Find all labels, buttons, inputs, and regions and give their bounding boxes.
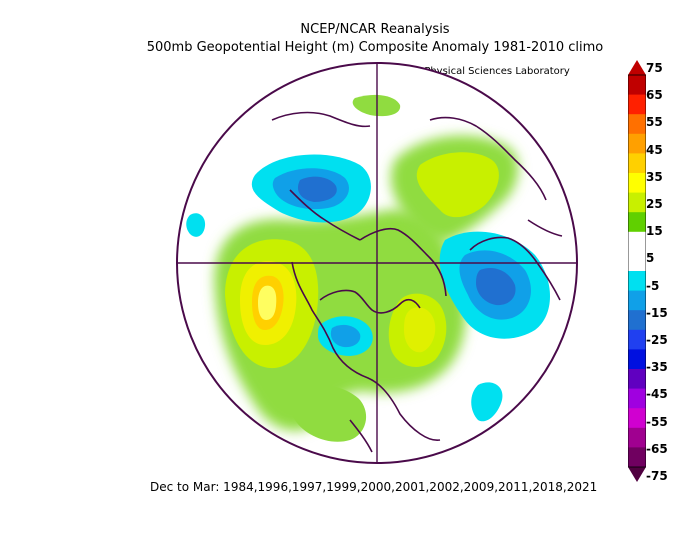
colorbar-steps xyxy=(628,75,646,468)
colorbar-tick-label: -55 xyxy=(646,414,668,429)
colorbar-step xyxy=(628,153,646,174)
chart-title: NCEP/NCAR Reanalysis xyxy=(300,22,450,37)
colorbar-tick-label: 25 xyxy=(646,197,663,211)
colorbar-tick-label: 45 xyxy=(646,142,663,157)
colorbar-step xyxy=(628,447,646,468)
colorbar-step xyxy=(628,192,646,213)
colorbar-step xyxy=(628,329,646,350)
colorbar-tick-label: -15 xyxy=(646,305,668,320)
chukotka-coast xyxy=(271,111,371,128)
colorbar-tick-label: 75 xyxy=(646,61,663,75)
europe-coast xyxy=(469,236,561,301)
credit-label: NOAA Physical Sciences Laboratory xyxy=(392,66,570,77)
positive-anomaly-shading xyxy=(214,94,519,442)
colorbar-tick-label: 65 xyxy=(646,88,663,103)
colorbar xyxy=(628,60,646,482)
colorbar-step xyxy=(628,349,646,370)
central-america-coast xyxy=(349,419,373,453)
polar-stereographic-map xyxy=(176,62,578,464)
colorbar-step xyxy=(628,173,646,194)
colorbar-lower-arrow xyxy=(628,467,646,482)
colorbar-frame xyxy=(628,74,646,468)
negative-anomaly-shading xyxy=(186,154,550,422)
colorbar-step xyxy=(628,310,646,331)
colorbar-step xyxy=(628,251,646,272)
colorbar-step xyxy=(628,408,646,429)
colorbar-tick-label: 5 xyxy=(646,251,655,266)
colorbar-step xyxy=(628,290,646,311)
north-america-coast xyxy=(291,261,441,441)
colorbar-step xyxy=(628,231,646,252)
colorbar-step xyxy=(628,271,646,292)
colorbar-step xyxy=(628,94,646,115)
colorbar-tick-label: -5 xyxy=(646,278,660,293)
colorbar-step xyxy=(628,114,646,135)
alaska-coast xyxy=(289,189,361,241)
colorbar-step xyxy=(628,212,646,233)
colorbar-tick-label: 55 xyxy=(646,115,663,130)
colorbar-step xyxy=(628,388,646,409)
colorbar-tick-label: 35 xyxy=(646,169,663,184)
colorbar-tick-label: -35 xyxy=(646,360,668,375)
colorbar-step xyxy=(628,369,646,390)
colorbar-step xyxy=(628,427,646,448)
composite-period-label: Dec to Mar: 1984,1996,1997,1999,2000,200… xyxy=(150,480,598,494)
map-boundary-circle xyxy=(176,62,578,464)
hudson-bay-coast xyxy=(319,289,421,314)
chart-subtitle: 500mb Geopotential Height (m) Composite … xyxy=(146,40,604,55)
colorbar-tick-label: 15 xyxy=(646,224,663,239)
siberia-coast xyxy=(429,116,547,201)
colorbar-tick-label: -45 xyxy=(646,387,668,402)
colorbar-tick-label: -65 xyxy=(646,441,668,456)
colorbar-upper-arrow xyxy=(628,60,646,75)
colorbar-step xyxy=(628,75,646,96)
arabia-coast xyxy=(527,219,563,237)
colorbar-tick-label: -25 xyxy=(646,333,668,347)
colorbar-tick-label: -75 xyxy=(646,469,668,483)
greenland-coast xyxy=(359,227,447,297)
colorbar-step xyxy=(628,133,646,154)
